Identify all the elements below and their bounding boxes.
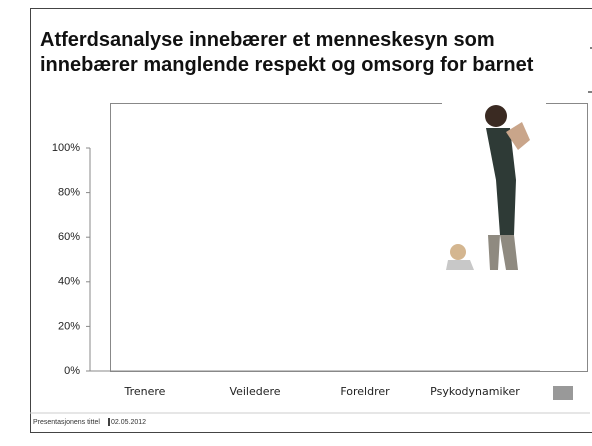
logo [553,386,573,400]
y-tick-label: 80% [58,187,80,199]
x-tick-label: Psykodynamiker [430,385,520,398]
y-tick-label: 60% [58,231,80,243]
chart-title: Atferdsanalyse innebærer et menneskesyn … [40,29,534,76]
footer-date: 02.05.2012 [111,419,146,426]
y-tick-label: 100% [52,142,80,154]
y-tick-label: 20% [58,320,80,332]
y-tick-label: 40% [58,276,80,288]
photo [442,100,546,272]
x-tick-label: Veiledere [229,385,280,398]
footer-title: Presentasjonens tittel [33,419,100,426]
y-tick-label: 0% [64,365,80,377]
x-tick-label: Trenere [124,385,166,398]
slide-frame [30,8,592,433]
x-tick-label: Foreldrer [340,385,390,398]
